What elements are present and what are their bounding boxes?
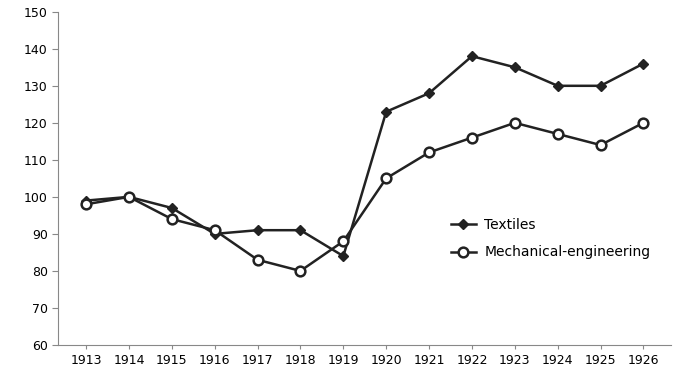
Mechanical-engineering bbox=[210, 228, 219, 232]
Mechanical-engineering bbox=[553, 132, 562, 136]
Mechanical-engineering bbox=[639, 120, 647, 125]
Mechanical-engineering bbox=[125, 194, 133, 199]
Textiles bbox=[297, 228, 305, 232]
Textiles bbox=[639, 61, 647, 66]
Mechanical-engineering bbox=[339, 239, 347, 244]
Line: Textiles: Textiles bbox=[83, 53, 647, 260]
Textiles bbox=[82, 198, 90, 203]
Textiles bbox=[210, 232, 219, 236]
Textiles bbox=[125, 194, 133, 199]
Textiles bbox=[382, 109, 390, 114]
Legend: Textiles, Mechanical-engineering: Textiles, Mechanical-engineering bbox=[445, 212, 656, 265]
Textiles bbox=[597, 83, 605, 88]
Textiles bbox=[553, 83, 562, 88]
Textiles bbox=[468, 54, 476, 58]
Mechanical-engineering bbox=[253, 258, 262, 262]
Mechanical-engineering bbox=[511, 120, 519, 125]
Mechanical-engineering bbox=[597, 143, 605, 147]
Mechanical-engineering bbox=[297, 269, 305, 273]
Mechanical-engineering bbox=[468, 135, 476, 140]
Textiles bbox=[339, 254, 347, 258]
Textiles bbox=[511, 65, 519, 70]
Textiles bbox=[168, 206, 176, 211]
Textiles bbox=[425, 91, 433, 96]
Mechanical-engineering bbox=[82, 202, 90, 207]
Line: Mechanical-engineering: Mechanical-engineering bbox=[82, 118, 648, 276]
Mechanical-engineering bbox=[382, 176, 390, 181]
Mechanical-engineering bbox=[425, 150, 433, 155]
Textiles bbox=[253, 228, 262, 232]
Mechanical-engineering bbox=[168, 217, 176, 221]
